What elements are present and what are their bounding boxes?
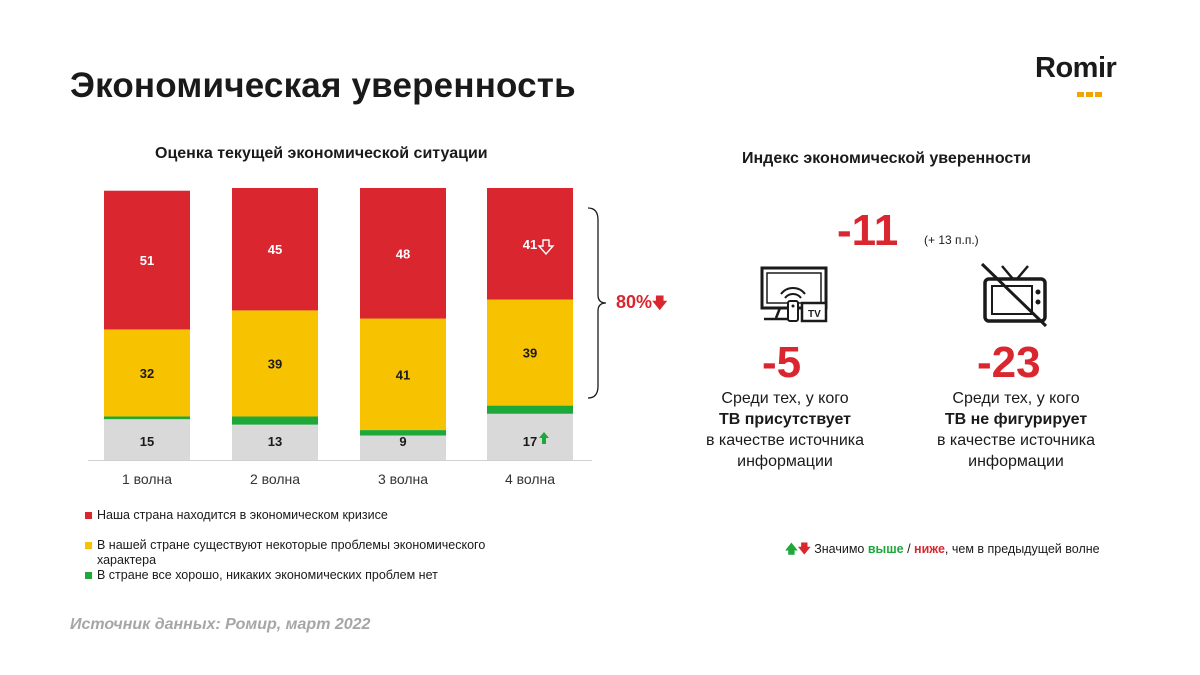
bar-segment: [487, 299, 573, 406]
tv-present-value: -5: [762, 338, 802, 387]
x-tick-label: 4 волна: [505, 471, 555, 487]
data-label: 51: [140, 253, 154, 268]
bar-segment: [487, 405, 573, 414]
tv-present-description: Среди тех, у кого ТВ присутствует в каче…: [680, 388, 890, 472]
data-label: 41: [396, 367, 410, 382]
down-arrow-icon: [537, 239, 555, 256]
svg-text:TV: TV: [808, 309, 821, 320]
tv-absent-description: Среди тех, у кого ТВ не фигурирует в кач…: [911, 388, 1121, 472]
significance-note: 🡅🡇 Значимо выше / ниже, чем в предыдущей…: [785, 540, 1100, 561]
data-label: 45: [268, 242, 282, 257]
data-label: 39: [523, 346, 537, 361]
bar-segment: [360, 430, 446, 436]
tv-present-line1: Среди тех, у кого: [721, 390, 849, 407]
page-title: Экономическая уверенность: [70, 66, 576, 105]
data-label: 41: [523, 237, 537, 252]
down-arrow-icon: 🡇: [652, 295, 668, 312]
index-delta: (+ 13 п.п.): [924, 233, 979, 247]
note-prefix: Значимо: [814, 542, 865, 556]
tv-present-line4: информации: [737, 453, 833, 470]
data-label: 48: [396, 246, 410, 261]
tv-absent-line1: Среди тех, у кого: [952, 390, 1080, 407]
index-value: -11: [837, 206, 899, 255]
data-label: 9: [399, 434, 406, 449]
bar-segment: [232, 416, 318, 425]
up-arrow-icon: 🡅: [785, 542, 798, 556]
note-lower: ниже: [914, 542, 945, 556]
tv-absent-line2: ТВ не фигурирует: [944, 411, 1088, 428]
bracket-label-value: 80%: [616, 292, 653, 312]
legend-label: В нашей стране существуют некоторые проб…: [97, 538, 486, 567]
up-arrow-icon: [539, 432, 549, 444]
data-label: 17: [523, 434, 537, 449]
legend-swatch-green: [85, 572, 92, 579]
data-label: 15: [140, 434, 154, 449]
bracket: [587, 207, 607, 399]
bar-segment: [104, 190, 190, 330]
down-arrow-icon: 🡇: [797, 542, 811, 556]
index-title: Индекс экономической уверенности: [742, 150, 1031, 167]
note-higher: выше: [867, 542, 904, 556]
x-tick-label: 2 волна: [250, 471, 300, 487]
bar-segment: [104, 416, 190, 420]
data-label: 32: [140, 366, 154, 381]
bar-segment: [360, 318, 446, 431]
bar-segment: [487, 413, 573, 460]
chart-title: Оценка текущей экономической ситуации: [155, 145, 488, 162]
legend-label: Наша страна находится в экономическом кр…: [97, 508, 388, 522]
bar-segment: [104, 329, 190, 417]
logo-dots: [1077, 84, 1107, 97]
tv-present-line3: в качестве источника: [705, 432, 865, 449]
note-suffix: , чем в предыдущей волне: [944, 542, 1100, 556]
tv-absent-line3: в качестве источника: [936, 432, 1096, 449]
bar-segment: [232, 310, 318, 417]
bar-segment: [360, 435, 446, 460]
data-label: 39: [268, 356, 282, 371]
data-label: 13: [268, 434, 282, 449]
note-slash: /: [903, 542, 915, 556]
bar-segment: [232, 424, 318, 460]
bracket-label: 80%🡇: [616, 292, 667, 318]
bar-segment: [104, 419, 190, 460]
tv-absent-value: -23: [977, 338, 1041, 387]
tv-with-devices-icon: TV: [760, 266, 828, 323]
tv-absent-line4: информации: [968, 453, 1064, 470]
x-tick-label: 1 волна: [122, 471, 172, 487]
romir-logo: Romir: [1035, 52, 1117, 97]
legend-swatch-red: [85, 512, 92, 519]
legend-label: В стране все хорошо, никаких экономическ…: [97, 568, 438, 582]
bar-segment: [232, 188, 318, 311]
source-note: Источник данных: Ромир, март 2022: [70, 616, 371, 633]
crossed-out-tv-icon: [980, 262, 1048, 328]
tv-present-line2: ТВ присутствует: [718, 411, 852, 428]
bar-segment: [487, 188, 573, 300]
logo-text: Romir: [1035, 52, 1117, 84]
x-tick-label: 3 волна: [378, 471, 428, 487]
bar-segment: [360, 188, 446, 319]
legend-swatch-yellow: [85, 542, 92, 549]
